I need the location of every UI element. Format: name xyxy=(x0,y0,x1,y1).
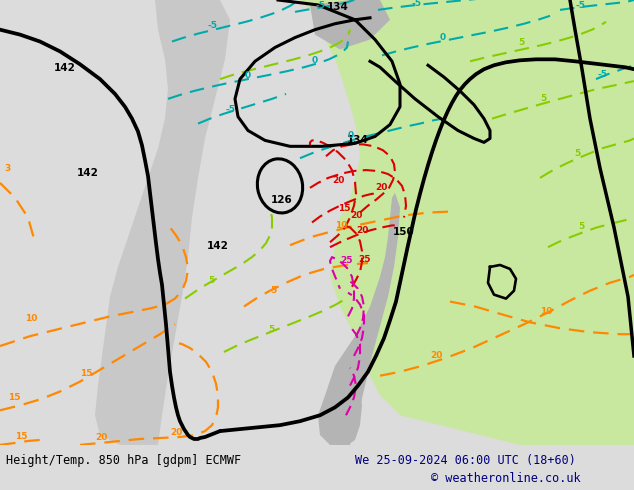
Polygon shape xyxy=(318,193,400,445)
Text: 25: 25 xyxy=(358,255,370,264)
Text: 20: 20 xyxy=(95,433,107,442)
Text: -5: -5 xyxy=(412,0,422,8)
Text: © weatheronline.co.uk: © weatheronline.co.uk xyxy=(431,472,581,486)
Text: 0: 0 xyxy=(245,71,251,80)
Text: -5: -5 xyxy=(225,105,235,114)
Text: 10: 10 xyxy=(335,221,347,230)
Text: 5: 5 xyxy=(540,94,547,103)
Text: 5: 5 xyxy=(578,222,585,231)
Polygon shape xyxy=(540,0,634,158)
Text: 5: 5 xyxy=(208,276,214,285)
Text: 20: 20 xyxy=(430,351,443,360)
Text: 20: 20 xyxy=(375,183,387,192)
Text: 3: 3 xyxy=(4,164,10,173)
Text: -5: -5 xyxy=(575,1,585,10)
Text: 0: 0 xyxy=(348,131,354,141)
Text: Height/Temp. 850 hPa [gdpm] ECMWF: Height/Temp. 850 hPa [gdpm] ECMWF xyxy=(6,454,242,467)
Text: 150: 150 xyxy=(393,227,415,237)
Polygon shape xyxy=(95,0,230,445)
Text: 126: 126 xyxy=(271,195,293,205)
Text: 20: 20 xyxy=(332,176,344,185)
Polygon shape xyxy=(0,0,185,445)
Text: 134: 134 xyxy=(347,135,369,146)
Text: -5: -5 xyxy=(598,70,608,79)
Text: 10: 10 xyxy=(25,314,37,323)
Text: 142: 142 xyxy=(77,168,99,178)
Text: 15: 15 xyxy=(80,368,93,378)
Text: 142: 142 xyxy=(54,63,76,73)
Text: 25: 25 xyxy=(340,256,353,265)
Text: 15: 15 xyxy=(338,204,351,213)
Text: 5: 5 xyxy=(268,325,275,334)
Polygon shape xyxy=(575,158,634,277)
Text: 20: 20 xyxy=(170,428,183,437)
Text: 20: 20 xyxy=(356,226,368,235)
Text: 142: 142 xyxy=(207,241,229,251)
Text: 5: 5 xyxy=(574,149,580,158)
Text: -5: -5 xyxy=(315,1,325,10)
Text: 15: 15 xyxy=(15,432,27,441)
Text: We 25-09-2024 06:00 UTC (18+60): We 25-09-2024 06:00 UTC (18+60) xyxy=(355,454,576,467)
Text: 5: 5 xyxy=(518,39,524,48)
Text: 15: 15 xyxy=(8,393,20,402)
Text: 20: 20 xyxy=(350,211,363,220)
Text: -5: -5 xyxy=(208,21,218,30)
Text: 10: 10 xyxy=(540,307,552,317)
Polygon shape xyxy=(330,366,362,445)
Text: 5: 5 xyxy=(270,286,276,294)
Text: 0: 0 xyxy=(440,32,446,42)
Polygon shape xyxy=(220,0,634,445)
Text: 134: 134 xyxy=(327,2,349,12)
Polygon shape xyxy=(310,0,390,49)
Text: 0: 0 xyxy=(312,56,318,65)
